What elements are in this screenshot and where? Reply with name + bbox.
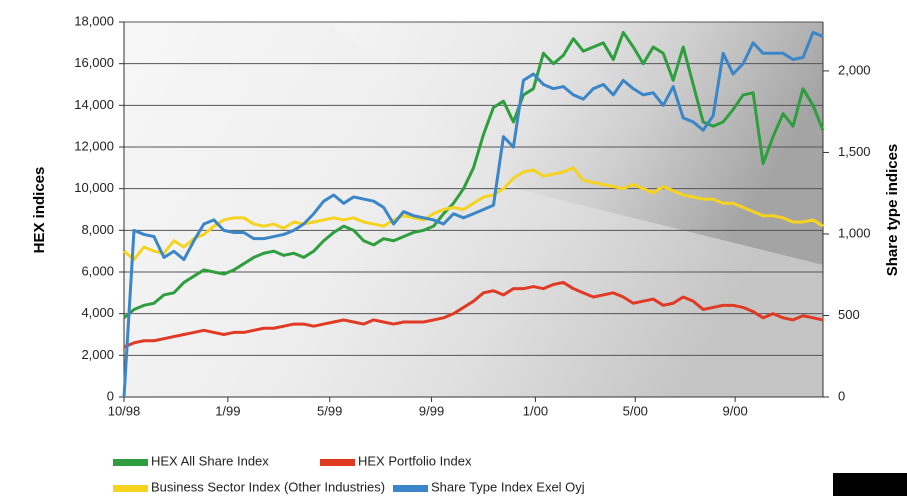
x-tick-label: 5/00	[623, 403, 648, 418]
y-tick-label: 10,000	[74, 180, 114, 195]
y-tick-label: 16,000	[74, 55, 114, 70]
y-tick-label: 8,000	[81, 222, 114, 237]
legend-label: HEX All Share Index	[151, 453, 269, 468]
y-tick-label: 4,000	[81, 305, 114, 320]
legend-swatch	[113, 485, 148, 492]
x-tick-label: 5/99	[317, 403, 342, 418]
y2-axis-title: Share type indices	[884, 144, 901, 277]
x-tick-label: 10/98	[108, 403, 141, 418]
y-tick-label: 12,000	[74, 138, 114, 153]
y-tick-label: 2,000	[81, 347, 114, 362]
series-line	[122, 30, 824, 398]
x-tick-label: 9/00	[722, 403, 747, 418]
y-axis-title: HEX indices	[31, 167, 48, 254]
y2-tick-label: 500	[838, 307, 860, 322]
background-swoosh	[330, 22, 823, 265]
y-tick-label: 14,000	[74, 97, 114, 112]
y2-tick-label: 1,500	[838, 144, 871, 159]
y2-tick-label: 2,000	[838, 62, 871, 77]
background-swoosh	[124, 22, 823, 397]
legend-label: HEX Portfolio Index	[358, 453, 472, 468]
y-tick-label: 6,000	[81, 263, 114, 278]
legend-label: Share Type Index Exel Oyj	[431, 479, 585, 494]
series-line	[123, 166, 824, 261]
y2-tick-label: 1,000	[838, 225, 871, 240]
corner-block	[833, 473, 907, 496]
legend-swatch	[393, 485, 428, 492]
x-tick-label: 1/00	[523, 403, 548, 418]
x-tick-label: 9/99	[419, 403, 444, 418]
x-tick-label: 1/99	[215, 403, 240, 418]
y-tick-label: 0	[107, 388, 114, 403]
y-tick-label: 18,000	[74, 13, 114, 28]
legend-swatch	[320, 459, 355, 466]
y2-tick-label: 0	[838, 388, 845, 403]
legend-swatch	[113, 459, 148, 466]
series-line	[123, 280, 824, 349]
legend-label: Business Sector Index (Other Industries)	[151, 479, 385, 494]
